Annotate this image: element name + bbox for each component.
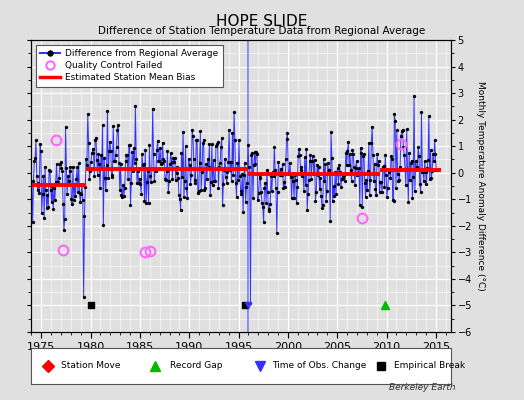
Legend: Difference from Regional Average, Quality Control Failed, Estimated Station Mean: Difference from Regional Average, Qualit… — [36, 44, 223, 87]
Text: Time of Obs. Change: Time of Obs. Change — [272, 362, 367, 370]
Text: Difference of Station Temperature Data from Regional Average: Difference of Station Temperature Data f… — [99, 26, 425, 36]
Text: Station Move: Station Move — [61, 362, 121, 370]
Text: Berkeley Earth: Berkeley Earth — [389, 383, 456, 392]
Text: HOPE SLIDE: HOPE SLIDE — [216, 14, 308, 29]
Text: Empirical Break: Empirical Break — [394, 362, 465, 370]
Text: Record Gap: Record Gap — [170, 362, 222, 370]
Y-axis label: Monthly Temperature Anomaly Difference (°C): Monthly Temperature Anomaly Difference (… — [476, 81, 485, 291]
